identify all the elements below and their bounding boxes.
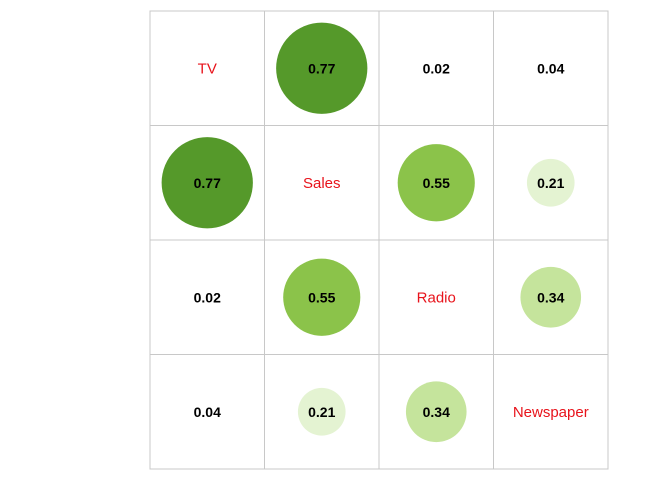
grid-cell-3-1 bbox=[264, 354, 380, 470]
value-label-2-1: 0.55 bbox=[308, 289, 335, 305]
grid-cell-0-2 bbox=[378, 10, 494, 126]
value-label-1-3: 0.21 bbox=[537, 175, 564, 191]
variable-label-tv: TV bbox=[198, 60, 217, 77]
value-label-3-1: 0.21 bbox=[308, 404, 335, 420]
correlation-circle-2-3 bbox=[520, 266, 582, 328]
correlation-circle-3-1 bbox=[297, 387, 346, 436]
correlation-circle-1-3 bbox=[526, 158, 575, 207]
value-label-0-3: 0.04 bbox=[537, 60, 564, 76]
correlation-circle-1-2 bbox=[397, 144, 475, 222]
variable-label-newspaper: Newspaper bbox=[513, 404, 589, 421]
value-label-2-0: 0.02 bbox=[194, 289, 221, 305]
variable-label-radio: Radio bbox=[417, 289, 456, 306]
grid-cell-0-0 bbox=[149, 10, 265, 126]
value-label-3-2: 0.34 bbox=[423, 404, 450, 420]
grid-cell-1-1 bbox=[264, 125, 380, 241]
correlation-circle-1-0 bbox=[161, 137, 253, 229]
grid-cell-3-0 bbox=[149, 354, 265, 470]
variable-label-sales: Sales bbox=[303, 175, 341, 192]
value-label-3-0: 0.04 bbox=[194, 404, 221, 420]
value-label-0-1: 0.77 bbox=[308, 60, 335, 76]
value-label-0-2: 0.02 bbox=[423, 60, 450, 76]
value-label-2-3: 0.34 bbox=[537, 289, 564, 305]
grid bbox=[149, 10, 609, 470]
grid-cell-3-3 bbox=[493, 354, 609, 470]
correlation-circles bbox=[161, 22, 582, 443]
grid-cell-0-3 bbox=[493, 10, 609, 126]
correlation-circle-3-2 bbox=[405, 381, 467, 443]
value-label-1-2: 0.55 bbox=[423, 175, 450, 191]
correlation-circle-0-1 bbox=[276, 22, 368, 114]
value-label-1-0: 0.77 bbox=[194, 175, 221, 191]
labels: TV 0.77 0.02 0.04 0.77 Sales 0.55 0.21 0.02 0.55 R… bbox=[194, 60, 589, 421]
correlation-circle-2-1 bbox=[283, 258, 361, 336]
